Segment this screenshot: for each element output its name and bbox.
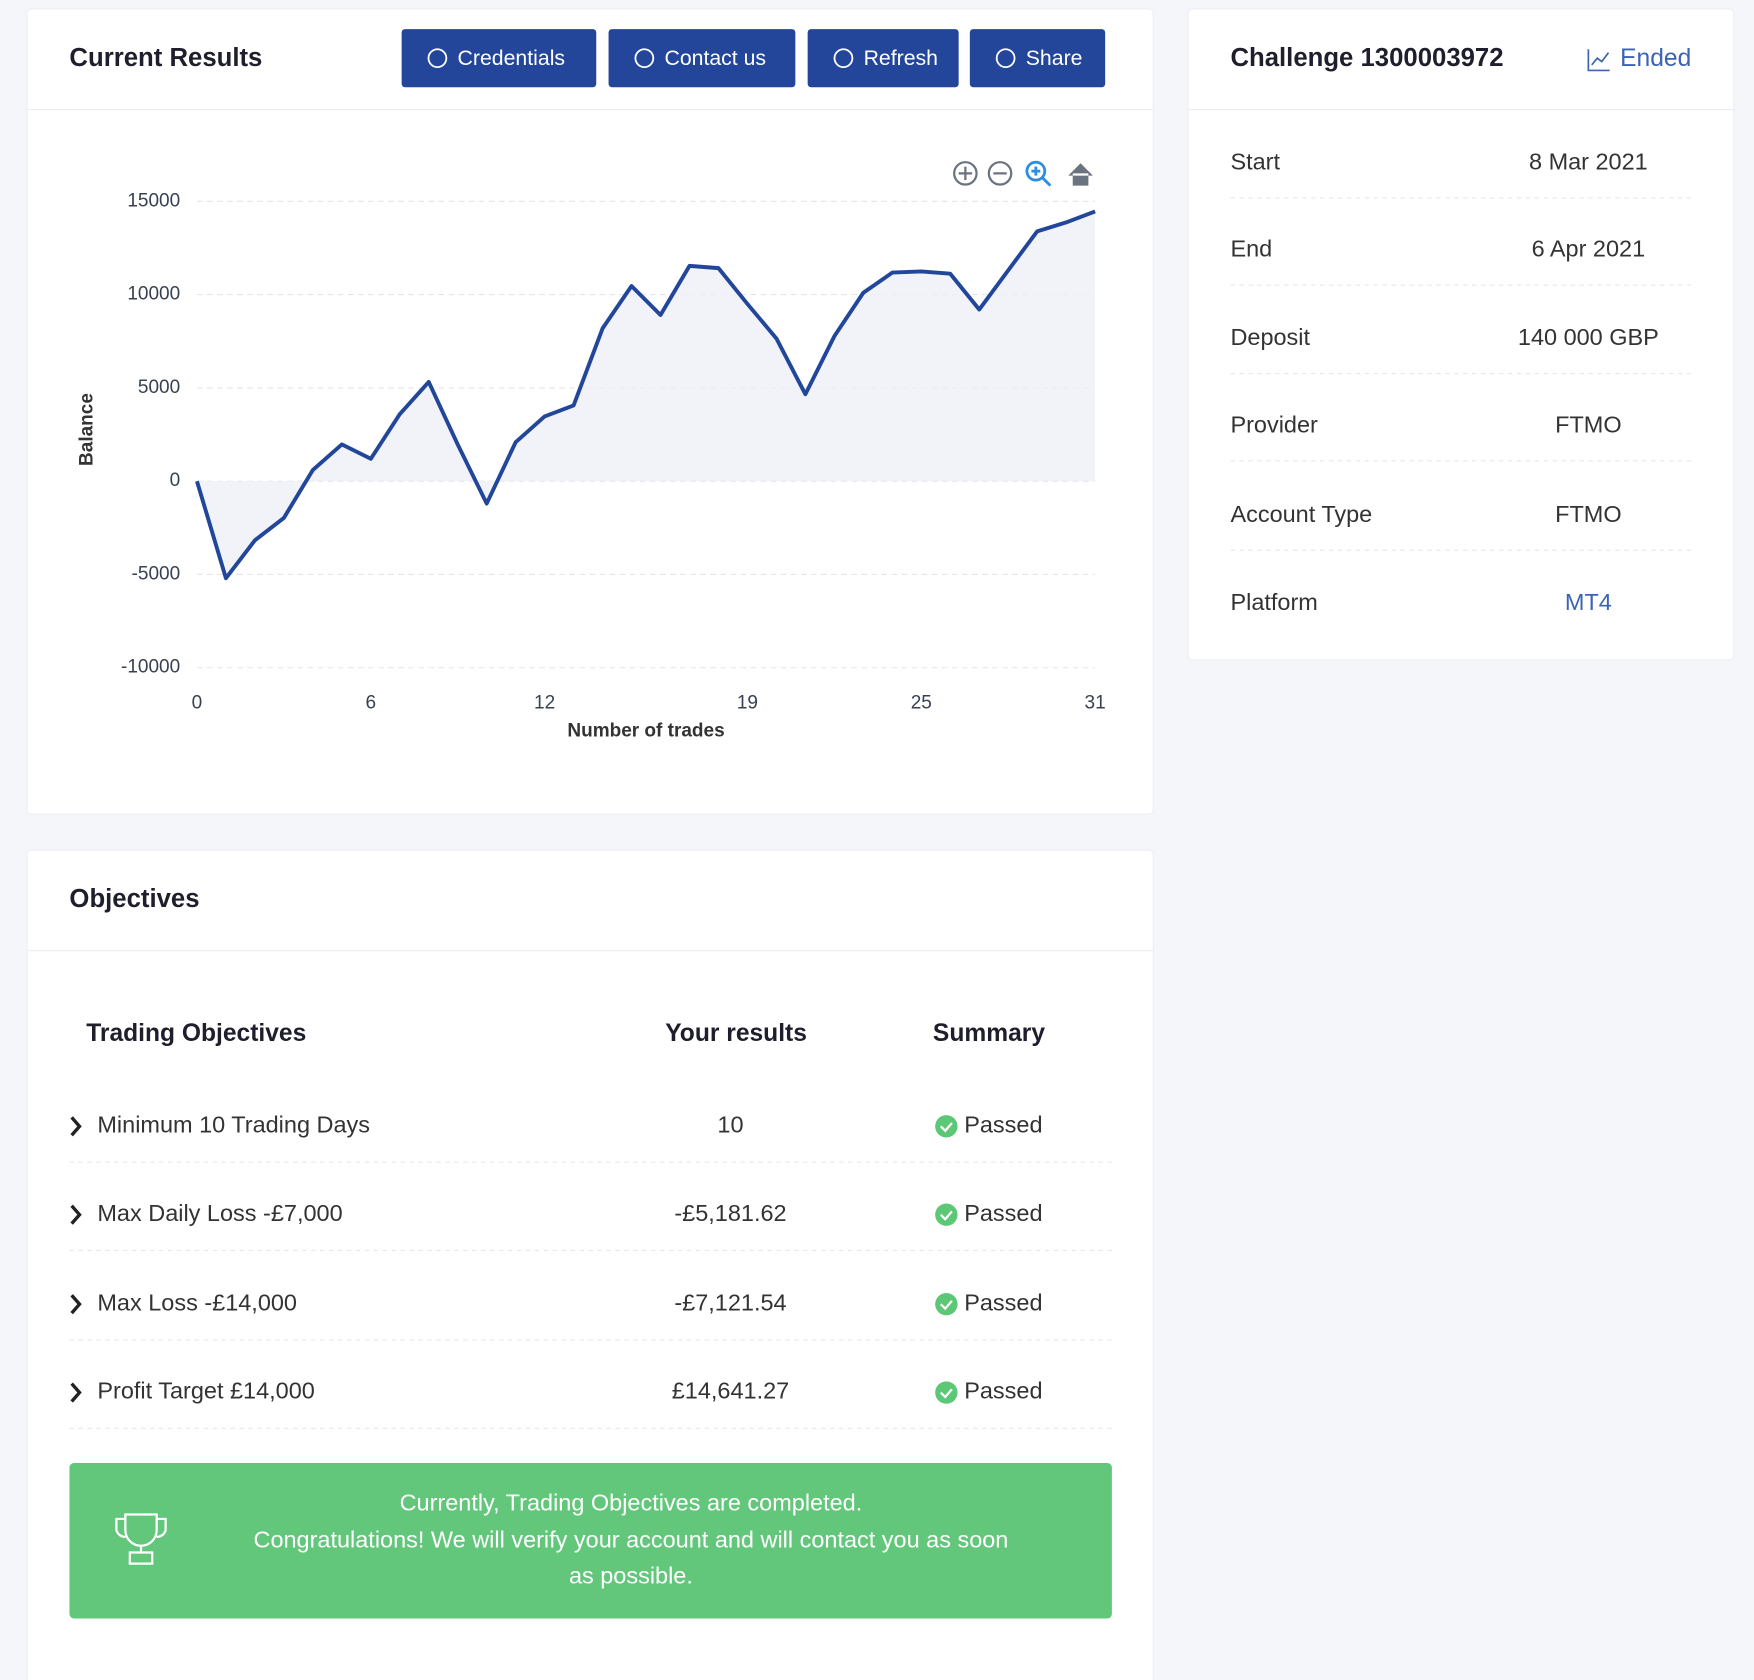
info-label: Start xyxy=(1230,149,1280,175)
button-label[interactable]: Share xyxy=(1026,46,1083,70)
banner-text: Currently, Trading Objectives are comple… xyxy=(400,1490,863,1516)
zoom-out-icon[interactable] xyxy=(987,161,1013,186)
x-tick-label: 6 xyxy=(365,693,376,714)
button-icon xyxy=(833,48,854,69)
balance-area xyxy=(196,211,1096,579)
info-value: FTMO xyxy=(1555,411,1621,437)
info-value: FTMO xyxy=(1555,501,1621,527)
button-icon xyxy=(995,48,1016,69)
button[interactable] xyxy=(969,29,1106,88)
passed-icon xyxy=(935,1292,958,1316)
info-label: Account Type xyxy=(1230,501,1372,527)
info-value: MT4 xyxy=(1565,589,1612,615)
info-label: Provider xyxy=(1230,411,1318,437)
y-tick-label: 5000 xyxy=(138,377,180,398)
objective-summary: Passed xyxy=(964,1289,1042,1315)
button[interactable] xyxy=(608,29,796,88)
objective-summary: Passed xyxy=(964,1378,1042,1404)
y-axis-label: Balance xyxy=(76,393,97,466)
status: Ended xyxy=(1620,45,1691,72)
banner-text: Congratulations! We will verify your acc… xyxy=(253,1527,1008,1553)
column-header: Summary xyxy=(933,1020,1045,1047)
button[interactable] xyxy=(401,29,597,88)
info-label: Platform xyxy=(1230,589,1317,615)
objective-result: 10 xyxy=(717,1112,743,1138)
y-tick-label: 10000 xyxy=(127,284,180,305)
objective-summary: Passed xyxy=(964,1200,1042,1226)
chart-toolbar xyxy=(953,160,1093,187)
expand-chevron[interactable] xyxy=(70,1116,82,1137)
trophy-icon xyxy=(115,1513,167,1565)
button-icon xyxy=(427,48,448,69)
x-tick-label: 25 xyxy=(911,693,932,714)
button-label[interactable]: Contact us xyxy=(664,46,766,70)
objective-result: £14,641.27 xyxy=(672,1378,789,1404)
zoom-in-icon[interactable] xyxy=(953,161,978,186)
card-title: Current Results xyxy=(69,44,262,72)
expand-chevron[interactable] xyxy=(70,1382,82,1403)
reset-icon[interactable] xyxy=(1068,163,1093,186)
button[interactable] xyxy=(807,29,959,88)
button-icon xyxy=(634,48,655,69)
success-banner xyxy=(69,1463,1112,1619)
card-title: Challenge 1300003972 xyxy=(1230,44,1503,72)
objective-name[interactable]: Max Daily Loss -£7,000 xyxy=(97,1200,342,1226)
y-tick-label: -5000 xyxy=(132,563,181,584)
expand-chevron[interactable] xyxy=(70,1294,82,1315)
y-tick-label: -10000 xyxy=(121,657,180,678)
objective-result: -£7,121.54 xyxy=(674,1289,786,1315)
info-value: 8 Mar 2021 xyxy=(1529,149,1648,175)
passed-icon xyxy=(935,1115,958,1138)
button-label[interactable]: Credentials xyxy=(458,46,566,70)
info-value: 140 000 GBP xyxy=(1518,324,1659,350)
x-tick-label: 0 xyxy=(192,693,203,714)
x-tick-label: 12 xyxy=(534,693,555,714)
objective-result: -£5,181.62 xyxy=(674,1200,786,1226)
passed-check xyxy=(939,1122,953,1133)
x-axis-label: Number of trades xyxy=(567,721,724,742)
balance-line xyxy=(195,209,1096,581)
objective-name[interactable]: Profit Target £14,000 xyxy=(97,1378,314,1404)
card-title: Objectives xyxy=(69,885,199,913)
passed-icon xyxy=(935,1381,958,1404)
x-tick-label: 31 xyxy=(1085,693,1106,714)
button-label[interactable]: Refresh xyxy=(864,46,938,70)
info-label: End xyxy=(1230,236,1272,262)
passed-icon xyxy=(935,1203,958,1226)
zoom-select-icon[interactable] xyxy=(1025,160,1052,187)
y-tick-label: 15000 xyxy=(127,190,180,211)
passed-check xyxy=(939,1210,953,1221)
objective-summary: Passed xyxy=(964,1112,1042,1138)
y-tick-label: 0 xyxy=(170,470,181,491)
passed-check xyxy=(939,1300,953,1311)
passed-check xyxy=(939,1388,953,1399)
x-tick-label: 19 xyxy=(737,693,758,714)
banner-text: as possible. xyxy=(569,1562,693,1588)
expand-chevron[interactable] xyxy=(70,1204,82,1225)
info-value: 6 Apr 2021 xyxy=(1532,236,1646,262)
challenge-card xyxy=(1187,8,1735,661)
objective-name[interactable]: Max Loss -£14,000 xyxy=(97,1289,297,1315)
column-header: Your results xyxy=(665,1020,807,1047)
status-icon xyxy=(1587,49,1610,72)
column-header: Trading Objectives xyxy=(86,1020,306,1047)
objective-name[interactable]: Minimum 10 Trading Days xyxy=(97,1112,370,1138)
info-label: Deposit xyxy=(1230,324,1310,350)
